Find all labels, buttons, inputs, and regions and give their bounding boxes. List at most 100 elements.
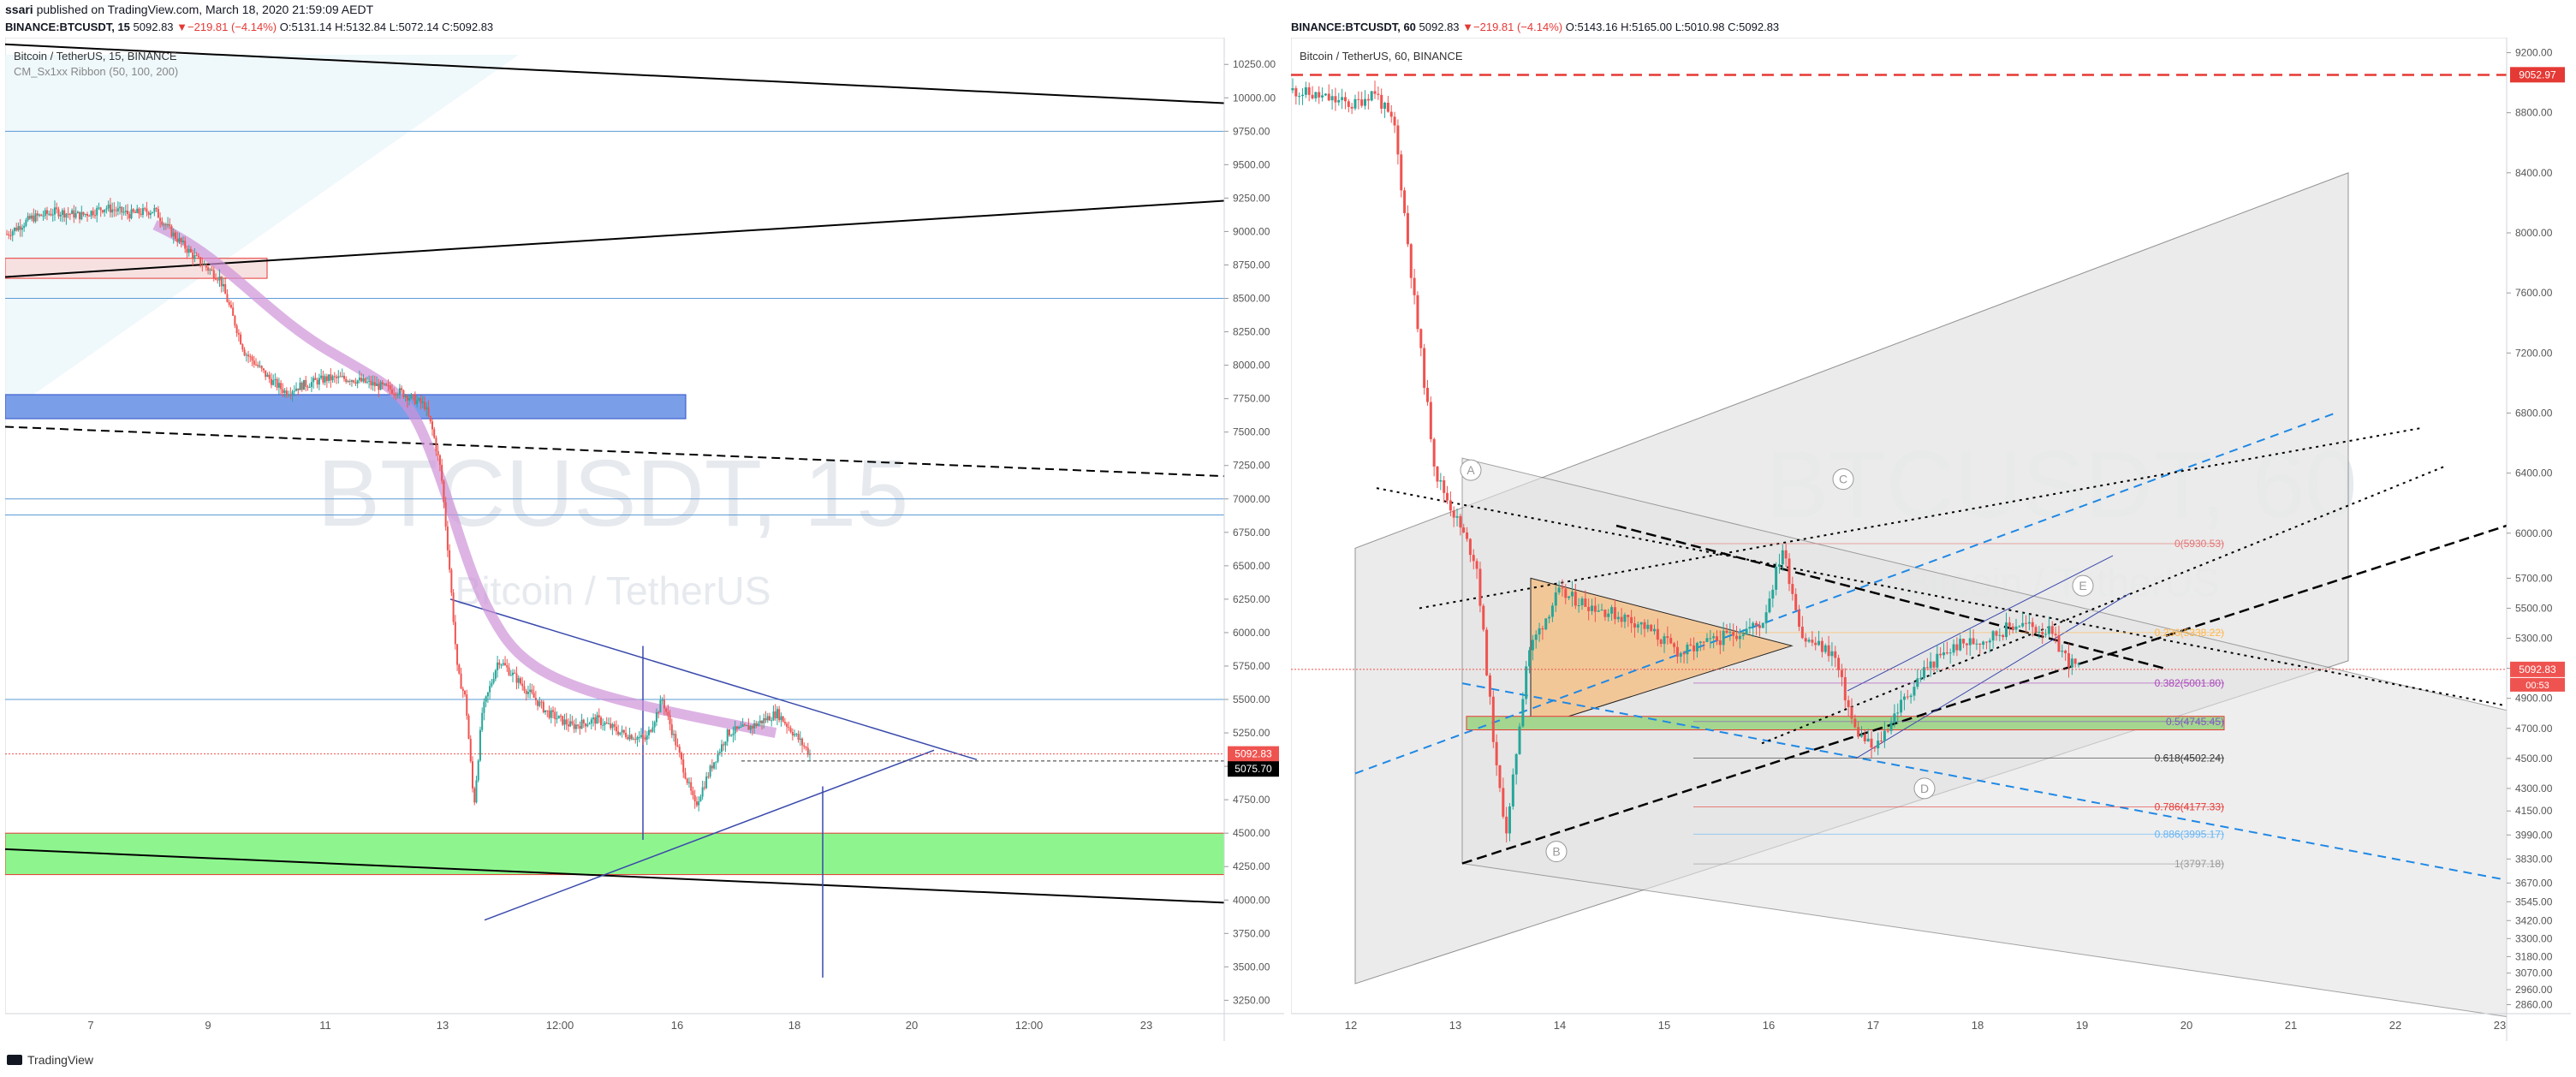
footer-brand[interactable]: TradingView: [27, 1053, 94, 1067]
candle-body: [170, 226, 173, 237]
candle-body: [1732, 632, 1735, 636]
candle-body: [293, 390, 295, 392]
y-tick-label: 3180.00: [2515, 950, 2553, 962]
candle-body: [504, 663, 507, 666]
author-name[interactable]: ssari: [5, 3, 33, 16]
candle-body: [1446, 492, 1449, 501]
candle-body: [90, 211, 92, 217]
candle-body: [466, 694, 468, 717]
candle-body: [633, 739, 635, 741]
candle-body: [348, 381, 351, 383]
candle-body: [1823, 645, 1827, 652]
candle-body: [803, 745, 806, 747]
candle-body: [1587, 606, 1591, 611]
candle-body: [723, 744, 725, 746]
dashed-trend-line: [1461, 524, 2508, 865]
candle-body: [1784, 550, 1788, 559]
candle-body: [280, 383, 283, 390]
candle-body: [1603, 610, 1607, 617]
candle-body: [260, 366, 263, 369]
wave-label: D: [1920, 782, 1929, 795]
candle-body: [573, 723, 575, 729]
candle-body: [268, 374, 271, 379]
candle-body: [1534, 634, 1538, 640]
candle-body: [523, 686, 526, 691]
candle-body: [1646, 624, 1650, 629]
candle-body: [419, 398, 422, 403]
left-chart-pane[interactable]: BTCUSDT, 15 Bitcoin / TetherUS 10250.00 100…: [5, 38, 1284, 1041]
candle-body: [740, 727, 742, 729]
candle-body: [548, 711, 550, 718]
wave-label: E: [2079, 579, 2086, 592]
candle-body: [450, 569, 453, 593]
candle-body: [1311, 94, 1314, 98]
left-indicator-legend[interactable]: CM_Sx1xx Ribbon (50, 100, 200): [14, 65, 179, 78]
wave-label-circle: [1545, 841, 1568, 863]
candle-body: [2027, 622, 2031, 624]
candle-body: [1429, 402, 1432, 439]
candle-body: [711, 765, 713, 769]
candle-body: [318, 378, 320, 385]
candle-body: [521, 683, 524, 687]
y-tick-label: 8500.00: [1233, 293, 1270, 305]
last-price-badge-text: 5092.83: [1234, 748, 1272, 760]
candle-body: [176, 238, 179, 242]
candle-body: [542, 701, 544, 713]
candle-body: [2008, 622, 2011, 627]
y-tick-label: 10250.00: [1233, 58, 1276, 70]
candle-body: [1811, 640, 1814, 643]
candle-body: [1659, 640, 1663, 645]
y-tick-label: 8250.00: [1233, 326, 1270, 338]
candle-body: [1505, 816, 1508, 834]
candle-body: [592, 717, 595, 720]
candle-body: [130, 209, 133, 218]
y-tick-label: 5500.00: [2515, 602, 2553, 614]
candle-body: [289, 394, 292, 396]
candle-body: [585, 723, 587, 727]
y-tick-label: 8000.00: [2515, 227, 2553, 239]
candle-body: [1857, 727, 1860, 737]
left-chart-svg[interactable]: BTCUSDT, 15 Bitcoin / TetherUS 10250.00 100…: [5, 38, 1284, 1041]
left-open: O:5131.14: [279, 21, 332, 33]
candle-body: [757, 723, 759, 727]
x-tick-label: 18: [788, 1019, 800, 1032]
candle-body: [1965, 643, 1968, 646]
candle-body: [1679, 652, 1682, 658]
dashed-trend-line: [1615, 524, 2165, 669]
candle-body: [1775, 566, 1778, 590]
candle-body: [2057, 635, 2061, 652]
candle-body: [492, 679, 495, 683]
right-high: H:5165.00: [1621, 21, 1673, 33]
candle-body: [212, 270, 215, 278]
countdown-text: 00:53: [2525, 681, 2549, 691]
candle-body: [791, 732, 794, 736]
candle-body: [508, 667, 510, 675]
right-legend[interactable]: Bitcoin / TetherUS, 60, BINANCE: [1300, 50, 1463, 62]
right-chart-svg[interactable]: BTCUSDT, 60Bitcoin / TetherUS0(5930.53)0…: [1291, 38, 2571, 1041]
right-symbol[interactable]: BINANCE:BTCUSDT, 60: [1291, 21, 1416, 33]
candle-body: [128, 214, 131, 218]
fan-shade: [5, 55, 519, 414]
candle-body: [1669, 638, 1673, 644]
left-symbol[interactable]: BINANCE:BTCUSDT, 15: [5, 21, 130, 33]
fib-level-label: 0.236(5338.22): [2155, 627, 2224, 639]
candle-body: [498, 662, 501, 665]
candle-body: [1482, 605, 1485, 630]
candle-body: [1889, 723, 1893, 731]
y-tick-label: 7200.00: [2515, 347, 2553, 359]
y-tick-label: 6000.00: [1233, 627, 1270, 639]
x-tick-label: 16: [1763, 1019, 1775, 1032]
right-chart-pane[interactable]: BTCUSDT, 60Bitcoin / TetherUS0(5930.53)0…: [1291, 38, 2571, 1041]
candle-body: [2077, 663, 2080, 665]
candle-body: [1511, 774, 1514, 806]
y-tick-label: 4300.00: [2515, 782, 2553, 794]
candle-body: [1380, 94, 1383, 110]
candle-body: [686, 778, 688, 783]
left-last-price: 5092.83: [133, 21, 174, 33]
candle-body: [1353, 98, 1357, 109]
candle-body: [1613, 607, 1616, 620]
candle-body: [1929, 661, 1932, 669]
candle-body: [747, 725, 750, 730]
candle-body: [180, 238, 182, 242]
left-legend[interactable]: Bitcoin / TetherUS, 15, BINANCE: [14, 50, 177, 62]
